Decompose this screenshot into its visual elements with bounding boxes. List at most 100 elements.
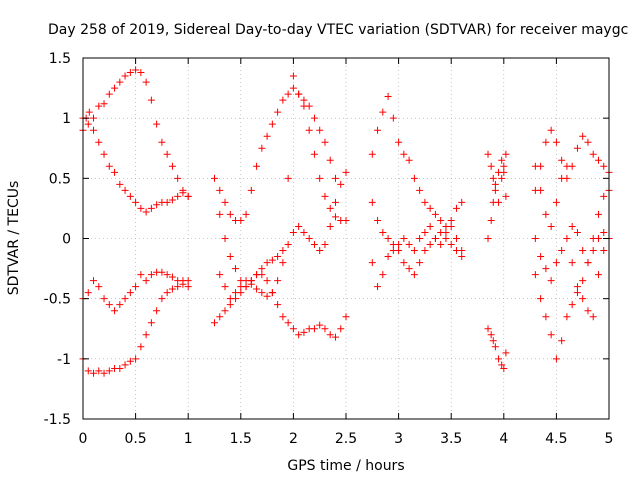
series-arc-b2 [211, 84, 350, 224]
data-point [400, 259, 408, 267]
data-point [558, 337, 566, 345]
data-point [579, 277, 587, 285]
data-point [216, 210, 224, 218]
data-point [542, 210, 550, 218]
data-point [321, 241, 329, 249]
data-point [284, 174, 292, 182]
data-point [221, 235, 229, 242]
data-point [121, 361, 129, 369]
data-point [442, 235, 450, 242]
grid-lines [83, 58, 609, 419]
y-axis-ticks: -1.5 -1 -0.5 0 0.5 1 1.5 [44, 51, 609, 428]
data-point [547, 126, 555, 134]
data-point [563, 313, 571, 321]
data-point [216, 271, 224, 279]
data-point [326, 156, 334, 164]
data-point [126, 192, 134, 200]
data-point [300, 328, 308, 336]
data-point [253, 285, 261, 293]
data-point [95, 138, 103, 146]
data-point [84, 289, 92, 297]
data-point [316, 174, 324, 182]
x-tick-label: 0 [79, 431, 88, 447]
data-point [416, 259, 424, 267]
data-point [268, 120, 276, 128]
data-point [174, 192, 182, 200]
data-point [258, 289, 266, 297]
data-point [163, 150, 171, 158]
x-tick-label: 3.5 [440, 431, 462, 447]
data-point [163, 289, 171, 297]
data-point [331, 333, 339, 341]
data-point [547, 222, 555, 230]
data-point [289, 325, 297, 333]
data-point [232, 289, 240, 297]
data-point [437, 241, 445, 249]
y-axis-label: SDTVAR / TECUs [6, 181, 22, 296]
data-point [263, 259, 271, 267]
data-point [121, 72, 129, 80]
data-point [126, 68, 134, 76]
data-point [95, 367, 103, 375]
data-point [498, 174, 506, 182]
x-tick-label: 1.5 [230, 431, 252, 447]
data-point [116, 78, 124, 86]
data-point [95, 283, 103, 291]
data-point [426, 241, 434, 249]
data-point [84, 367, 92, 375]
data-point [221, 307, 229, 315]
data-point [491, 186, 499, 194]
data-point [90, 126, 98, 134]
data-point [247, 277, 255, 285]
series-arc-e1 [531, 126, 613, 194]
data-point [502, 150, 510, 158]
data-point [179, 189, 187, 197]
data-point [221, 198, 229, 206]
data-point [142, 277, 150, 285]
data-point [421, 228, 429, 236]
data-point [310, 241, 318, 249]
data-point [389, 247, 397, 255]
data-point [558, 156, 566, 164]
data-point [105, 367, 113, 375]
data-point [121, 295, 129, 303]
data-point [447, 216, 455, 224]
data-point [295, 331, 303, 339]
data-point [568, 222, 576, 230]
data-point [300, 228, 308, 236]
y-tick-label: -1 [57, 352, 71, 368]
data-point [426, 204, 434, 212]
data-point [384, 235, 392, 242]
data-point [331, 213, 339, 221]
x-axis-label: GPS time / hours [287, 458, 404, 474]
data-point [216, 186, 224, 194]
data-point [147, 204, 155, 212]
data-point [458, 198, 466, 206]
series-arc-e3 [531, 186, 613, 285]
data-point [116, 301, 124, 309]
data-point [142, 331, 150, 339]
data-point [384, 253, 392, 261]
data-point [284, 319, 292, 327]
data-point [168, 162, 176, 170]
data-point [116, 180, 124, 188]
data-point [600, 192, 608, 200]
data-point [279, 259, 287, 267]
data-point [452, 235, 460, 242]
data-point [498, 156, 506, 164]
data-point [594, 156, 602, 164]
data-point [274, 277, 282, 285]
data-point [100, 100, 108, 108]
series-arc-b1 [211, 271, 350, 341]
data-point [547, 277, 555, 285]
data-point [263, 132, 271, 140]
data-point [331, 174, 339, 182]
data-point [410, 247, 418, 255]
data-point [537, 253, 545, 261]
data-point [147, 271, 155, 279]
data-point [489, 174, 497, 182]
data-point [85, 108, 93, 116]
data-point [137, 204, 145, 212]
data-point [142, 208, 150, 216]
data-point [274, 301, 282, 309]
